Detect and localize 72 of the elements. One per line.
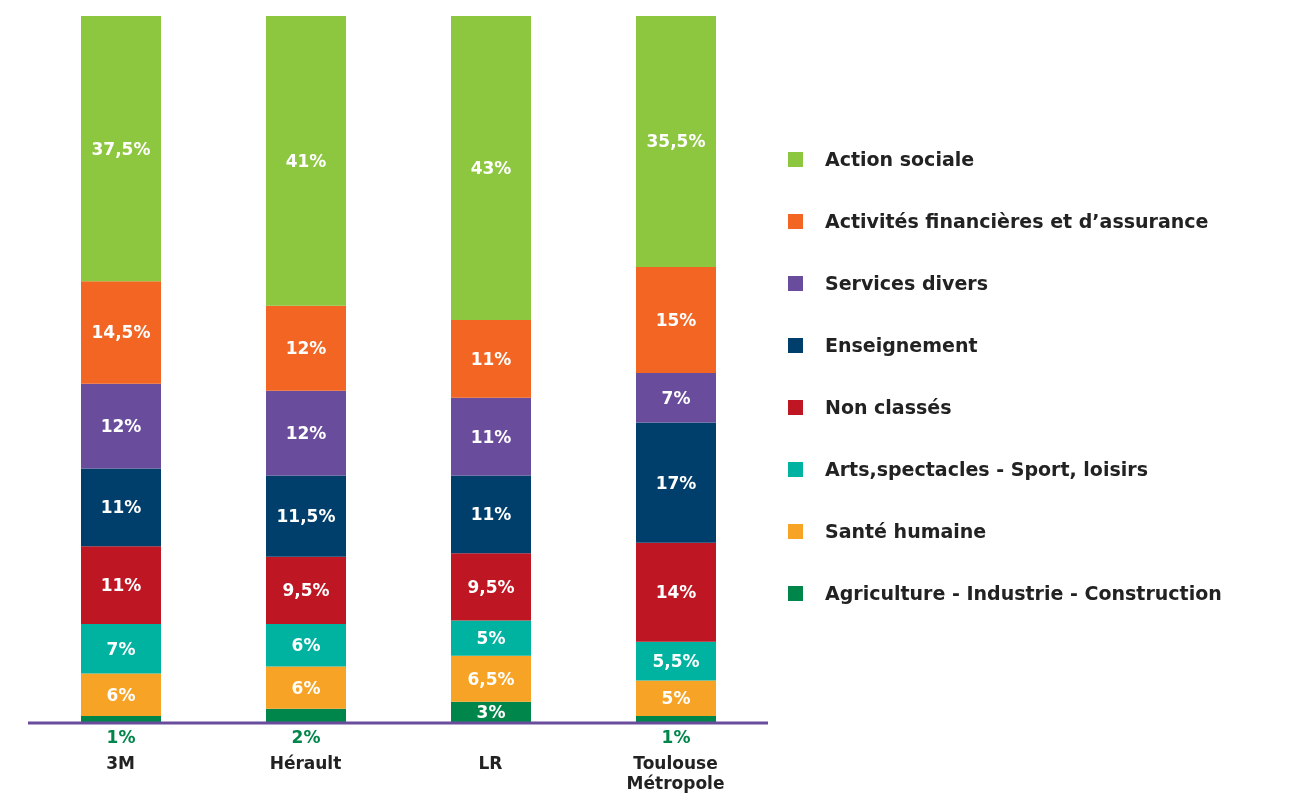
bar: [451, 397, 531, 476]
data-label: 35,5%: [646, 131, 706, 152]
bar: [81, 546, 161, 625]
data-label: 11,5%: [276, 506, 336, 527]
x-tick-label: Hérault: [269, 753, 342, 773]
bar: [81, 281, 161, 384]
x-tick-label: 3M: [106, 753, 135, 773]
bar: [451, 320, 531, 398]
bar: [266, 556, 346, 625]
bar: [451, 16, 531, 321]
bar: [636, 542, 716, 642]
data-label: 12%: [285, 338, 327, 359]
legend-label: Non classés: [825, 396, 952, 418]
bar: [636, 680, 716, 716]
legend-label: Agriculture - Industrie - Construction: [825, 582, 1222, 604]
bar: [266, 624, 346, 667]
data-label: 2%: [291, 727, 321, 747]
legend-label: Santé humaine: [825, 520, 987, 542]
data-label: 7%: [661, 387, 691, 408]
legend-label: Activités financières et d’assurance: [825, 210, 1209, 232]
bar: [81, 624, 161, 674]
bar: [81, 16, 161, 282]
data-label: 6%: [106, 684, 136, 705]
data-label: 5,5%: [652, 651, 700, 672]
bar: [636, 422, 716, 543]
data-label: 11%: [470, 504, 512, 525]
bar: [266, 708, 346, 723]
bar: [266, 666, 346, 709]
data-label: 1%: [661, 727, 691, 747]
bar: [451, 553, 531, 621]
bar: [266, 305, 346, 391]
bar: [636, 266, 716, 374]
bar: [81, 468, 161, 547]
bar: [266, 16, 346, 306]
bar: [451, 655, 531, 702]
data-label: 14%: [655, 582, 697, 603]
data-label: 5%: [476, 628, 506, 649]
data-label: 37,5%: [91, 138, 151, 159]
data-label: 11%: [100, 575, 142, 596]
x-tick-label: Toulouse Métropole: [626, 753, 725, 793]
data-label: 11%: [100, 497, 142, 518]
data-label: 41%: [285, 150, 327, 171]
bar: [636, 373, 716, 423]
bar: [451, 475, 531, 554]
data-label: 6%: [291, 677, 321, 698]
data-label: 11%: [470, 348, 512, 369]
bar: [636, 16, 716, 267]
data-label: 12%: [285, 423, 327, 444]
legend-label: Enseignement: [825, 334, 978, 356]
data-label: 6,5%: [467, 668, 515, 689]
legend-label: Arts,spectacles - Sport, loisirs: [825, 458, 1148, 480]
x-tick-label: LR: [478, 753, 503, 773]
data-label: 17%: [655, 472, 697, 493]
bar: [266, 390, 346, 476]
data-label: 15%: [655, 310, 697, 331]
data-label: 9,5%: [282, 580, 330, 601]
data-label: 12%: [100, 416, 142, 437]
data-label: 9,5%: [467, 576, 515, 597]
data-label: 11%: [470, 426, 512, 447]
legend-label: Services divers: [825, 272, 988, 294]
bar: [451, 620, 531, 656]
bar: [81, 383, 161, 469]
data-label: 6%: [291, 635, 321, 656]
data-label: 1%: [106, 727, 136, 747]
data-label: 3%: [476, 702, 506, 723]
bar: [266, 475, 346, 557]
data-label: 7%: [106, 638, 136, 659]
data-label: 14,5%: [91, 322, 151, 343]
data-label: 5%: [661, 688, 691, 709]
legend-label: Action sociale: [825, 148, 975, 170]
bar: [81, 673, 161, 716]
data-label: 43%: [470, 158, 512, 179]
